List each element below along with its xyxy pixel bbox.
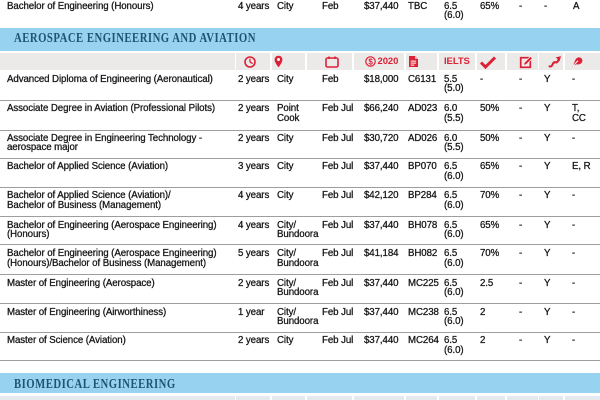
svg-text:$: $ <box>368 57 373 66</box>
